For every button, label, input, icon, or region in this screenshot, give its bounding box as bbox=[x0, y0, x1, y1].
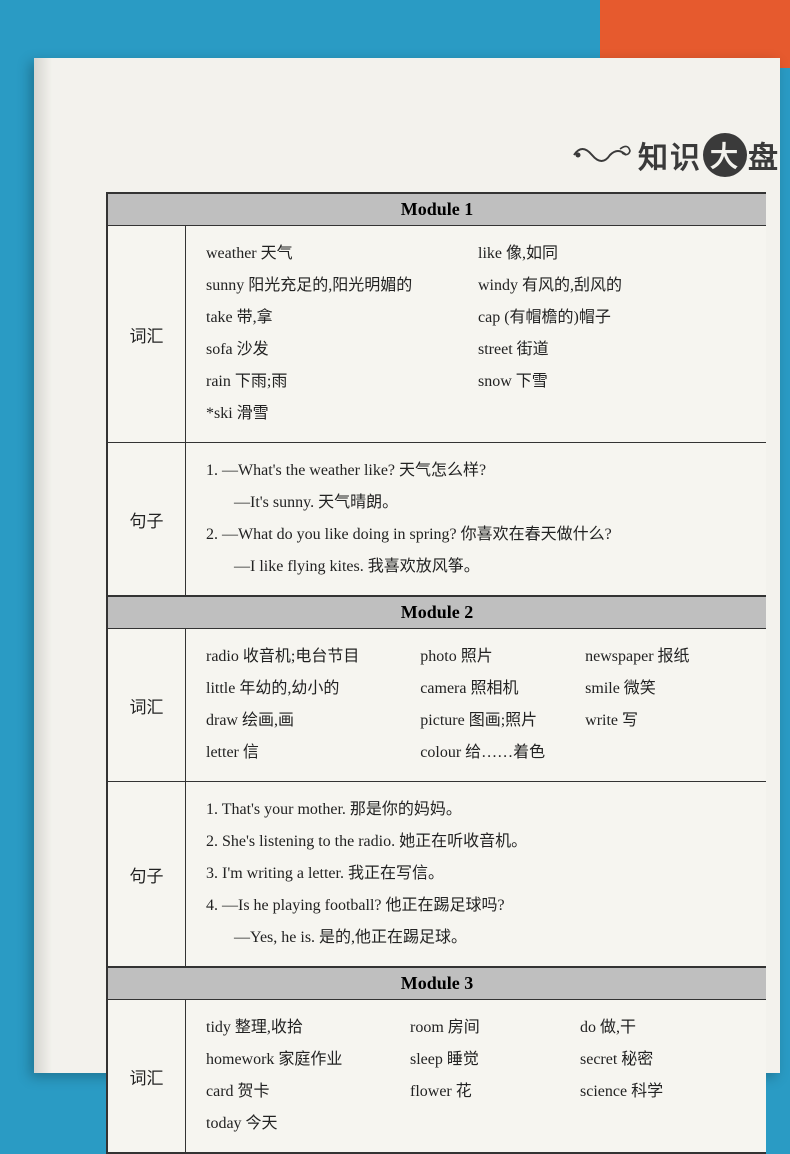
module-header: Module 1 bbox=[108, 194, 766, 226]
vocab-content: tidy 整理,收拾 homework 家庭作业 card 贺卡 today 今… bbox=[186, 1000, 766, 1152]
vocab-item: flower 花 bbox=[410, 1076, 580, 1108]
vocab-item: letter 信 bbox=[206, 737, 420, 769]
vocab-content: weather 天气 sunny 阳光充足的,阳光明媚的 take 带,拿 so… bbox=[186, 226, 766, 442]
vocab-item: room 房间 bbox=[410, 1012, 580, 1044]
vocab-item: street 街道 bbox=[478, 334, 750, 366]
header-title: 知识 大 盘 bbox=[638, 133, 780, 177]
row-label: 词汇 bbox=[108, 629, 186, 781]
vocab-item: snow 下雪 bbox=[478, 366, 750, 398]
sentence-row: 句子 1. —What's the weather like? 天气怎么样? —… bbox=[108, 443, 766, 596]
vocab-item: tidy 整理,收拾 bbox=[206, 1012, 410, 1044]
module-header: Module 3 bbox=[108, 967, 766, 1000]
sentence-line: —Yes, he is. 是的,他正在踢足球。 bbox=[206, 922, 750, 954]
vocab-item: sofa 沙发 bbox=[206, 334, 478, 366]
vocab-item: rain 下雨;雨 bbox=[206, 366, 478, 398]
vocab-item: write 写 bbox=[585, 705, 750, 737]
sentence-line: 1. —What's the weather like? 天气怎么样? bbox=[206, 455, 750, 487]
vocab-item: draw 绘画,画 bbox=[206, 705, 420, 737]
sentence-line: 4. —Is he playing football? 他正在踢足球吗? bbox=[206, 890, 750, 922]
vocab-item: secret 秘密 bbox=[580, 1044, 750, 1076]
vocab-item: card 贺卡 bbox=[206, 1076, 410, 1108]
vocab-item: windy 有风的,刮风的 bbox=[478, 270, 750, 302]
vocab-row: 词汇 tidy 整理,收拾 homework 家庭作业 card 贺卡 toda… bbox=[108, 1000, 766, 1152]
vocab-item: cap (有帽檐的)帽子 bbox=[478, 302, 750, 334]
row-label: 词汇 bbox=[108, 226, 186, 442]
vocab-item: newspaper 报纸 bbox=[585, 641, 750, 673]
vocab-item: do 做,干 bbox=[580, 1012, 750, 1044]
vocab-item: smile 微笑 bbox=[585, 673, 750, 705]
page-sheet: 知识 大 盘 Module 1 词汇 weather 天气 sunny 阳光充足… bbox=[34, 58, 780, 1073]
vocab-item: camera 照相机 bbox=[420, 673, 585, 705]
vocab-item: sunny 阳光充足的,阳光明媚的 bbox=[206, 270, 478, 302]
sentence-content: 1. —What's the weather like? 天气怎么样? —It'… bbox=[186, 443, 766, 595]
vocab-item: weather 天气 bbox=[206, 238, 478, 270]
sentence-row: 句子 1. That's your mother. 那是你的妈妈。 2. She… bbox=[108, 782, 766, 967]
vocab-item: little 年幼的,幼小的 bbox=[206, 673, 420, 705]
vocab-item: science 科学 bbox=[580, 1076, 750, 1108]
vocab-item: like 像,如同 bbox=[478, 238, 750, 270]
sentence-line: 1. That's your mother. 那是你的妈妈。 bbox=[206, 794, 750, 826]
vocab-item: photo 照片 bbox=[420, 641, 585, 673]
sentence-line: 3. I'm writing a letter. 我正在写信。 bbox=[206, 858, 750, 890]
vocab-item: take 带,拿 bbox=[206, 302, 478, 334]
vocab-item: *ski 滑雪 bbox=[206, 398, 478, 430]
vocab-row: 词汇 radio 收音机;电台节目 little 年幼的,幼小的 draw 绘画… bbox=[108, 629, 766, 782]
row-label: 句子 bbox=[108, 443, 186, 595]
vocab-item: homework 家庭作业 bbox=[206, 1044, 410, 1076]
vocab-content: radio 收音机;电台节目 little 年幼的,幼小的 draw 绘画,画 … bbox=[186, 629, 766, 781]
vocab-item: today 今天 bbox=[206, 1108, 410, 1140]
header-pre: 知识 bbox=[638, 133, 702, 177]
vocab-item: radio 收音机;电台节目 bbox=[206, 641, 420, 673]
sentence-content: 1. That's your mother. 那是你的妈妈。 2. She's … bbox=[186, 782, 766, 966]
swirl-deco-icon bbox=[572, 139, 632, 171]
sentence-line: —It's sunny. 天气晴朗。 bbox=[206, 487, 750, 519]
sentence-line: 2. —What do you like doing in spring? 你喜… bbox=[206, 519, 750, 551]
vocab-item: sleep 睡觉 bbox=[410, 1044, 580, 1076]
vocab-item: colour 给……着色 bbox=[420, 737, 585, 769]
module-header: Module 2 bbox=[108, 596, 766, 629]
sentence-line: 2. She's listening to the radio. 她正在听收音机… bbox=[206, 826, 750, 858]
vocab-item: picture 图画;照片 bbox=[420, 705, 585, 737]
header-post: 盘 bbox=[748, 133, 780, 177]
header-circle-char: 大 bbox=[703, 133, 747, 177]
row-label: 词汇 bbox=[108, 1000, 186, 1152]
sentence-line: —I like flying kites. 我喜欢放风筝。 bbox=[206, 551, 750, 583]
vocab-row: 词汇 weather 天气 sunny 阳光充足的,阳光明媚的 take 带,拿… bbox=[108, 226, 766, 443]
knowledge-table: Module 1 词汇 weather 天气 sunny 阳光充足的,阳光明媚的… bbox=[106, 192, 766, 1154]
page-header: 知识 大 盘 bbox=[572, 128, 780, 182]
row-label: 句子 bbox=[108, 782, 186, 966]
